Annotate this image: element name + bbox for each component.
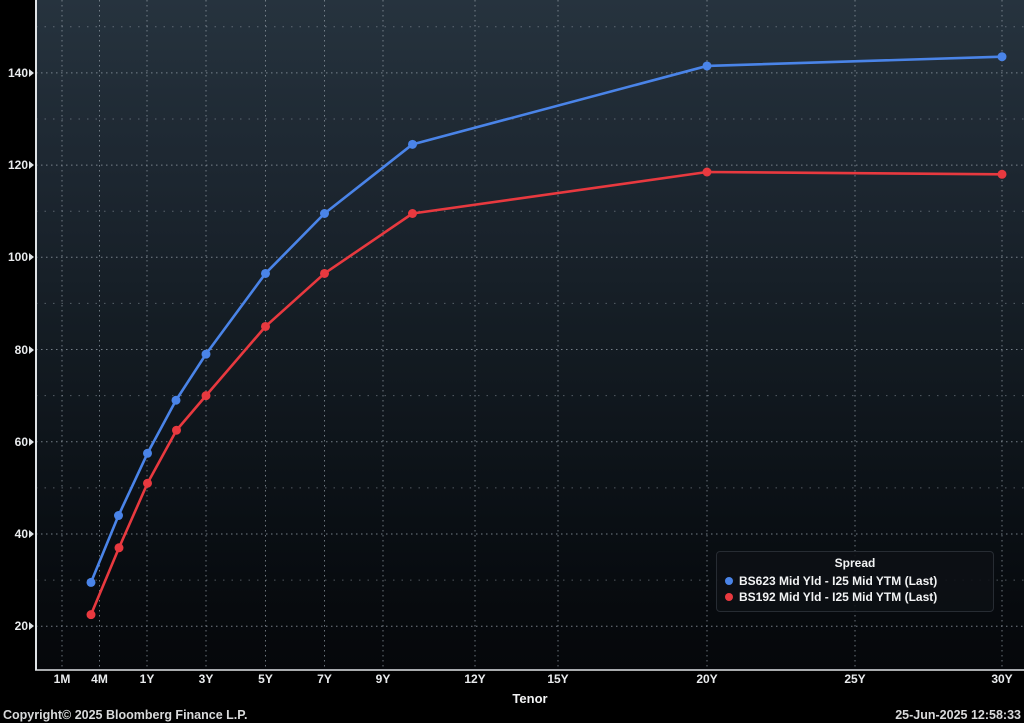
tick-arrow-icon xyxy=(29,253,34,262)
y-tick-value: 120 xyxy=(7,158,28,173)
x-axis-tick-label: 5Y xyxy=(258,672,273,686)
copyright-text: Copyright© 2025 Bloomberg Finance L.P. xyxy=(3,708,248,722)
y-axis-tick-label: 100 xyxy=(0,248,34,266)
x-axis-tick-label: 1M xyxy=(53,672,71,686)
spread-curve-plot[interactable] xyxy=(0,0,1024,675)
x-axis-tick-label: 7Y xyxy=(317,672,332,686)
x-axis-tick-label: 25Y xyxy=(844,672,866,686)
series-color-dot-icon xyxy=(725,577,733,585)
x-axis-tick-label: 4M xyxy=(91,672,108,686)
legend-item-series-2[interactable]: BS192 Mid Yld - I25 Mid YTM (Last) xyxy=(725,589,985,605)
x-axis-tick-label: 1Y xyxy=(139,672,155,686)
y-axis-tick-label: 120 xyxy=(0,156,34,174)
series-color-dot-icon xyxy=(725,593,733,601)
y-axis-tick-label: 140 xyxy=(0,64,34,82)
x-axis-title: Tenor xyxy=(512,691,548,706)
tick-arrow-icon xyxy=(29,345,34,354)
x-axis-tick-label: 20Y xyxy=(696,672,718,686)
legend-label: BS192 Mid Yld - I25 Mid YTM (Last) xyxy=(739,590,938,604)
x-axis-tick-label: 12Y xyxy=(464,672,486,686)
y-tick-value: 100 xyxy=(7,250,28,265)
x-axis-tick-label: 15Y xyxy=(547,672,569,686)
legend-item-series-1[interactable]: BS623 Mid Yld - I25 Mid YTM (Last) xyxy=(725,573,985,589)
timestamp: 25-Jun-2025 12:58:33 xyxy=(895,708,1021,722)
y-axis-tick-label: 40 xyxy=(0,525,34,543)
x-axis-tick-label: 9Y xyxy=(375,672,391,686)
y-tick-value: 40 xyxy=(14,526,28,541)
y-tick-value: 20 xyxy=(14,619,28,634)
y-tick-value: 80 xyxy=(14,342,28,357)
y-tick-value: 60 xyxy=(14,434,28,449)
y-axis-tick-label: 80 xyxy=(0,341,34,359)
y-tick-value: 140 xyxy=(7,65,28,80)
legend-title: Spread xyxy=(834,556,876,570)
legend-label: BS623 Mid Yld - I25 Mid YTM (Last) xyxy=(739,574,938,588)
x-axis-tick-label: 3Y xyxy=(198,672,214,686)
tick-arrow-icon xyxy=(29,529,34,538)
tick-arrow-icon xyxy=(29,68,34,77)
y-axis-tick-label: 60 xyxy=(0,433,34,451)
tick-arrow-icon xyxy=(29,437,34,446)
x-axis-tick-label: 30Y xyxy=(991,672,1013,686)
legend: Spread BS623 Mid Yld - I25 Mid YTM (Last… xyxy=(716,551,994,612)
status-bar: Copyright© 2025 Bloomberg Finance L.P. 2… xyxy=(0,705,1024,723)
tick-arrow-icon xyxy=(29,161,34,170)
y-axis-tick-label: 20 xyxy=(0,617,34,635)
tick-arrow-icon xyxy=(29,622,34,631)
